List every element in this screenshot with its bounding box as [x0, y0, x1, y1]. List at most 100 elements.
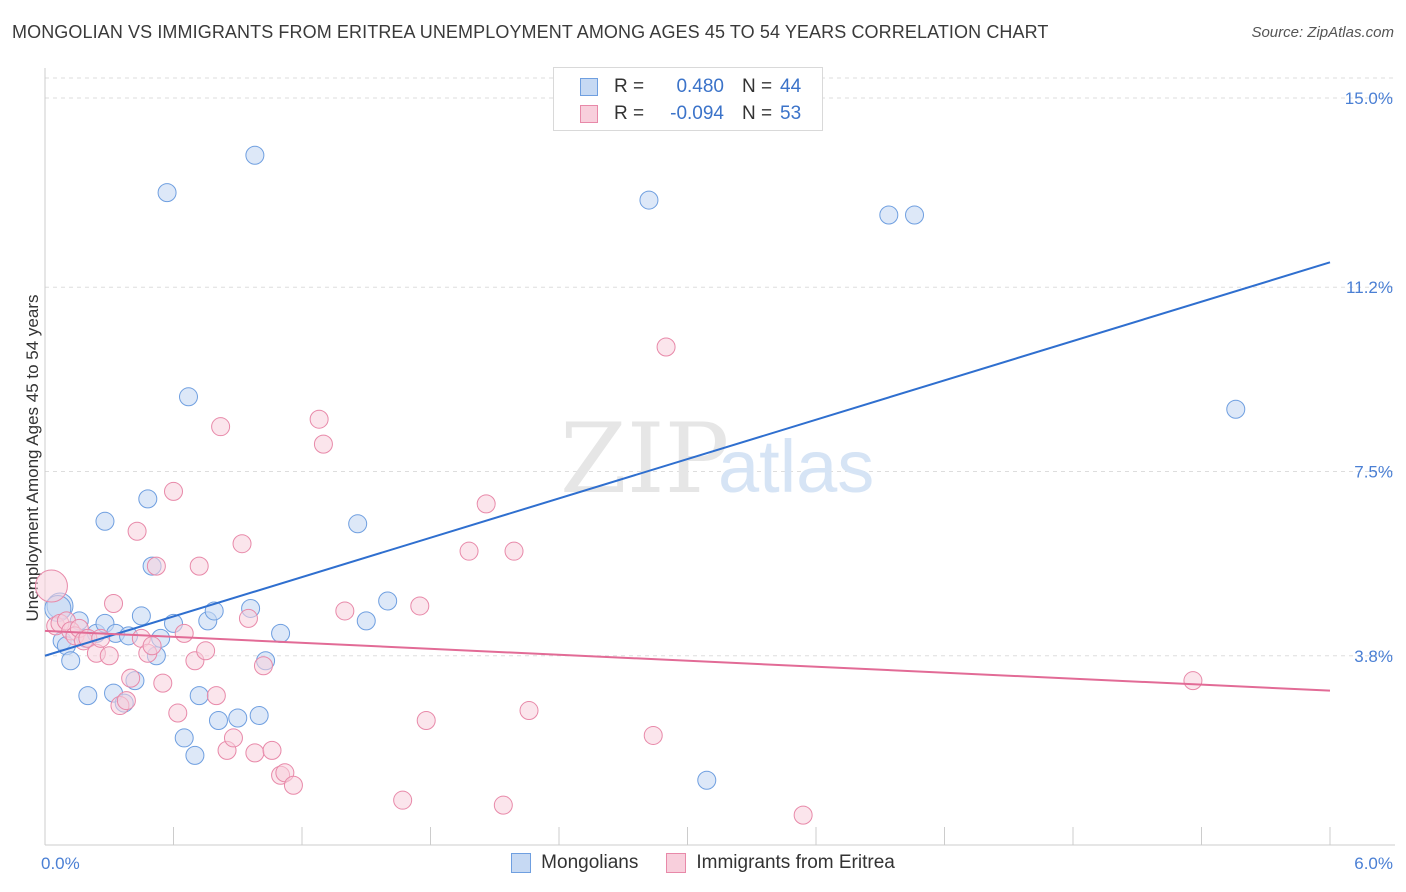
data-point-eritrea: [313, 434, 333, 454]
legend-item-eritrea[interactable]: Immigrants from Eritrea: [666, 852, 895, 874]
data-point-eritrea: [34, 569, 68, 603]
legend-item-mongolians[interactable]: Mongolians: [511, 852, 638, 874]
data-point-mongolians: [378, 591, 398, 611]
data-point-mongolians: [204, 601, 224, 621]
legend-r-label: R =: [614, 76, 645, 97]
data-point-eritrea: [168, 703, 188, 723]
watermark-zip: ZIP: [560, 403, 729, 515]
series-legend: Mongolians Immigrants from Eritrea: [0, 852, 1406, 874]
data-point-mongolians: [157, 183, 177, 203]
series-mongolians: [44, 145, 1246, 790]
data-point-eritrea: [1183, 671, 1203, 691]
data-point-eritrea: [146, 556, 166, 576]
y-tick-label: 11.2%: [1346, 278, 1393, 297]
data-point-mongolians: [95, 511, 115, 531]
legend-n-label: N =: [742, 76, 773, 97]
data-point-eritrea: [238, 608, 258, 628]
legend-row-eritrea: R = -0.094 N = 53: [580, 101, 801, 127]
y-tick-label: 7.5%: [1354, 463, 1393, 482]
data-point-eritrea: [519, 701, 539, 721]
data-point-eritrea: [116, 691, 136, 711]
data-point-eritrea: [416, 711, 436, 730]
tick-labels: 3.8% 7.5% 11.2% 15.0% 0.0% 6.0%: [41, 89, 1393, 873]
legend-label-eritrea: Immigrants from Eritrea: [696, 852, 895, 873]
legend-label-mongolians: Mongolians: [541, 852, 639, 873]
data-point-mongolians: [905, 205, 925, 225]
data-point-mongolians: [697, 770, 717, 790]
data-point-eritrea: [142, 636, 162, 656]
data-point-mongolians: [138, 489, 158, 509]
data-point-eritrea: [153, 673, 173, 693]
data-point-mongolians: [245, 145, 265, 165]
data-point-eritrea: [410, 596, 430, 616]
legend-swatch-pink: [580, 105, 598, 123]
y-axis-label: Unemployment Among Ages 45 to 54 years: [23, 295, 42, 622]
data-point-eritrea: [309, 409, 329, 429]
data-point-eritrea: [104, 593, 124, 613]
data-point-eritrea: [643, 725, 663, 745]
data-point-eritrea: [174, 623, 194, 643]
data-point-mongolians: [174, 728, 194, 748]
data-point-eritrea: [121, 668, 141, 688]
legend-n-label: N =: [742, 103, 773, 124]
trend-lines: [44, 261, 1331, 692]
data-point-eritrea: [793, 805, 813, 825]
data-point-mongolians: [185, 745, 205, 765]
data-point-mongolians: [348, 514, 368, 534]
data-point-mongolians: [208, 711, 228, 730]
y-tick-label: 15.0%: [1345, 89, 1393, 108]
stats-legend: R = 0.480 N = 44 R = -0.094 N = 53: [553, 67, 823, 131]
data-point-mongolians: [879, 205, 899, 225]
legend-swatch-blue: [511, 853, 532, 873]
data-point-eritrea: [253, 656, 273, 676]
data-point-mongolians: [178, 387, 198, 407]
y-tick-label: 3.8%: [1354, 647, 1393, 666]
data-point-eritrea: [656, 337, 676, 357]
legend-r-value: -0.094: [670, 103, 724, 124]
data-point-eritrea: [283, 775, 303, 795]
legend-swatch-pink: [666, 853, 687, 873]
series-eritrea: [34, 337, 1203, 825]
source-label: Source: ZipAtlas.com: [1251, 24, 1394, 41]
watermark: ZIP atlas: [560, 403, 874, 515]
data-point-eritrea: [196, 641, 216, 661]
data-point-eritrea: [189, 556, 209, 576]
data-point-eritrea: [476, 494, 496, 514]
data-point-eritrea: [211, 417, 231, 437]
data-point-eritrea: [335, 601, 355, 621]
axes: [44, 68, 1395, 846]
data-point-eritrea: [459, 541, 479, 561]
data-point-eritrea: [232, 534, 252, 554]
data-point-mongolians: [639, 190, 659, 210]
legend-row-mongolians: R = 0.480 N = 44: [580, 74, 801, 100]
trend-line-eritrea: [44, 629, 1331, 692]
data-point-eritrea: [223, 728, 243, 748]
data-point-mongolians: [271, 623, 291, 643]
data-point-eritrea: [493, 795, 513, 815]
data-point-mongolians: [1226, 399, 1246, 419]
x-tick-label: 6.0%: [1354, 854, 1393, 873]
data-point-eritrea: [262, 740, 282, 760]
trend-line-mongolians: [44, 261, 1331, 657]
data-point-eritrea: [164, 481, 183, 501]
legend-r-label: R =: [614, 103, 645, 124]
gridlines: [45, 77, 1395, 657]
data-point-mongolians: [61, 651, 81, 671]
data-point-eritrea: [206, 686, 226, 706]
legend-r-value: 0.480: [676, 76, 724, 97]
data-point-mongolians: [78, 686, 98, 706]
data-point-mongolians: [228, 708, 248, 728]
data-point-eritrea: [245, 743, 265, 763]
x-tick-label: 0.0%: [41, 854, 80, 873]
legend-swatch-blue: [580, 78, 598, 96]
data-point-mongolians: [131, 606, 151, 626]
data-point-mongolians: [189, 686, 209, 706]
data-point-eritrea: [393, 790, 413, 810]
data-point-eritrea: [127, 521, 147, 541]
legend-n-value: 44: [780, 76, 802, 97]
data-point-mongolians: [356, 611, 376, 631]
data-point-eritrea: [504, 541, 524, 561]
data-point-eritrea: [99, 646, 119, 666]
chart-title: MONGOLIAN VS IMMIGRANTS FROM ERITREA UNE…: [12, 22, 1049, 42]
